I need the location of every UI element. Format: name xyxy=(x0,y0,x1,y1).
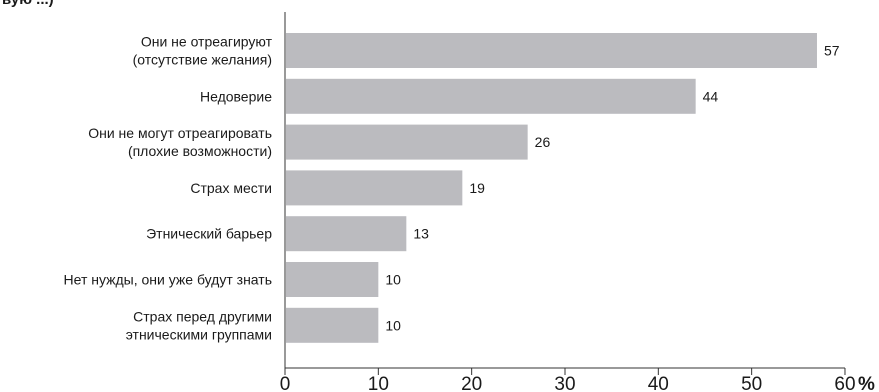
bars-group xyxy=(286,33,817,343)
value-label: 10 xyxy=(385,317,401,333)
value-label: 19 xyxy=(469,180,485,196)
category-label: Этнический барьер xyxy=(146,226,272,242)
value-label: 57 xyxy=(824,43,840,59)
bar xyxy=(286,78,696,114)
x-tick-label: 0 xyxy=(280,374,291,392)
category-labels: Они не отреагируют (отсутствие желания) Не… xyxy=(64,34,273,343)
category-label: Они не могут отреагировать xyxy=(88,125,272,141)
x-tick-label: 20 xyxy=(461,374,482,392)
category-label: Они не отреагируют xyxy=(141,34,273,50)
x-axis-ticks: 0 10 20 30 40 50 60 xyxy=(280,368,856,392)
x-axis-unit-label: % xyxy=(858,374,875,392)
x-tick-label: 10 xyxy=(368,374,389,392)
value-label: 26 xyxy=(535,134,551,150)
bar xyxy=(286,307,379,343)
bar xyxy=(286,124,528,160)
category-label: Страх перед другими xyxy=(133,308,272,324)
category-label: этническими группами xyxy=(126,326,272,342)
bar xyxy=(286,33,817,68)
clipped-header-text: вую ...) xyxy=(2,0,54,8)
bar xyxy=(286,262,379,297)
category-label: Нет нужды, они уже будут знать xyxy=(64,272,272,288)
value-label: 10 xyxy=(385,272,401,288)
x-tick-label: 40 xyxy=(648,374,669,392)
category-label: (отсутствие желания) xyxy=(133,52,272,68)
x-tick-label: 50 xyxy=(741,374,762,392)
category-label: Страх мести xyxy=(190,180,272,196)
bar xyxy=(286,216,407,252)
x-tick-label: 60 xyxy=(834,374,855,392)
category-label: (плохие возможности) xyxy=(128,143,272,159)
bar xyxy=(286,170,463,206)
value-label: 13 xyxy=(413,226,429,242)
x-tick-label: 30 xyxy=(554,374,575,392)
value-label: 44 xyxy=(703,88,719,104)
value-labels: 57 44 26 19 13 10 10 xyxy=(385,43,839,334)
category-label: Недоверие xyxy=(200,88,272,104)
